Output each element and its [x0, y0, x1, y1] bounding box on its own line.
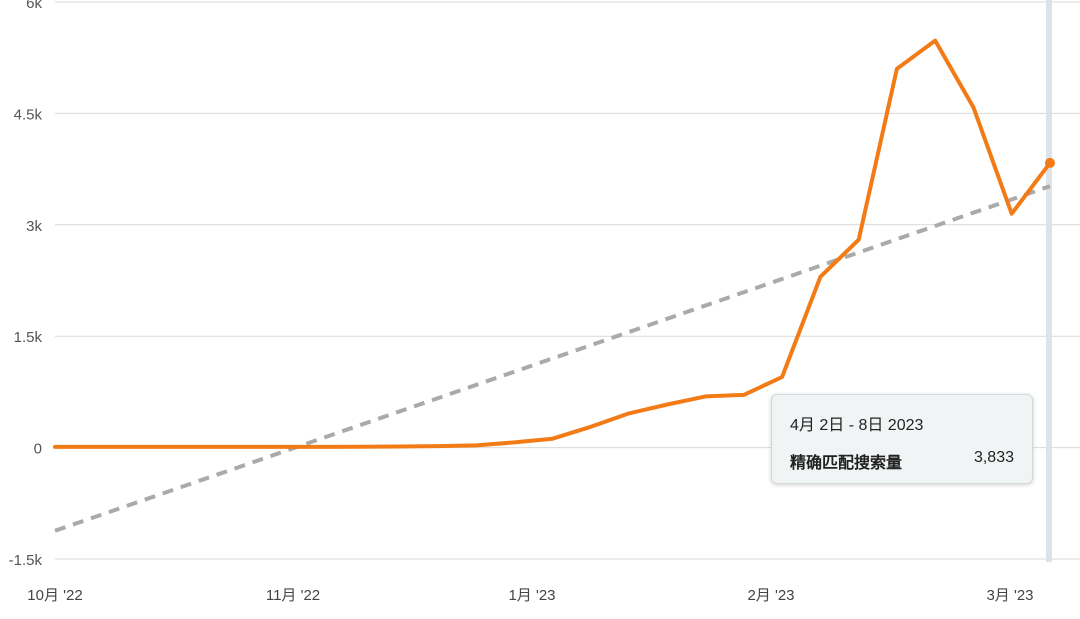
- x-tick-label: 1月 '23: [508, 587, 555, 604]
- tooltip-metric-value: 3,833: [973, 449, 1014, 466]
- x-tick-label: 10月 '22: [27, 587, 82, 604]
- x-axis-ticks: 10月 '22 11月 '22 1月 '23 2月 '23 3月 '23: [27, 587, 1033, 604]
- y-tick-label: 1.5k: [14, 329, 43, 346]
- series-line: [53, 38, 1052, 449]
- x-tick-label: 3月 '23: [986, 587, 1033, 604]
- hover-cursor-bar: [1046, 0, 1052, 562]
- y-tick-label: 6k: [26, 0, 42, 12]
- tooltip: 4月 2日 - 8日 2023 精确匹配搜索量 3,833: [771, 394, 1033, 484]
- y-tick-label: -1.5k: [9, 552, 43, 569]
- y-tick-label: 0: [34, 441, 42, 458]
- y-tick-label: 3k: [26, 218, 42, 235]
- highlighted-data-point[interactable]: [1045, 157, 1055, 168]
- trendline: [54, 184, 1051, 533]
- x-tick-label: 11月 '22: [266, 587, 320, 604]
- series-search-volume: [53, 38, 1055, 449]
- tooltip-date: 4月 2日 - 8日 2023: [790, 417, 924, 434]
- y-axis-ticks: -1.5k 0 1.5k 3k 4.5k 6k: [9, 0, 43, 569]
- x-tick-label: 2月 '23: [747, 587, 794, 604]
- y-tick-label: 4.5k: [14, 106, 43, 123]
- tooltip-metric-label: 精确匹配搜索量: [790, 455, 903, 472]
